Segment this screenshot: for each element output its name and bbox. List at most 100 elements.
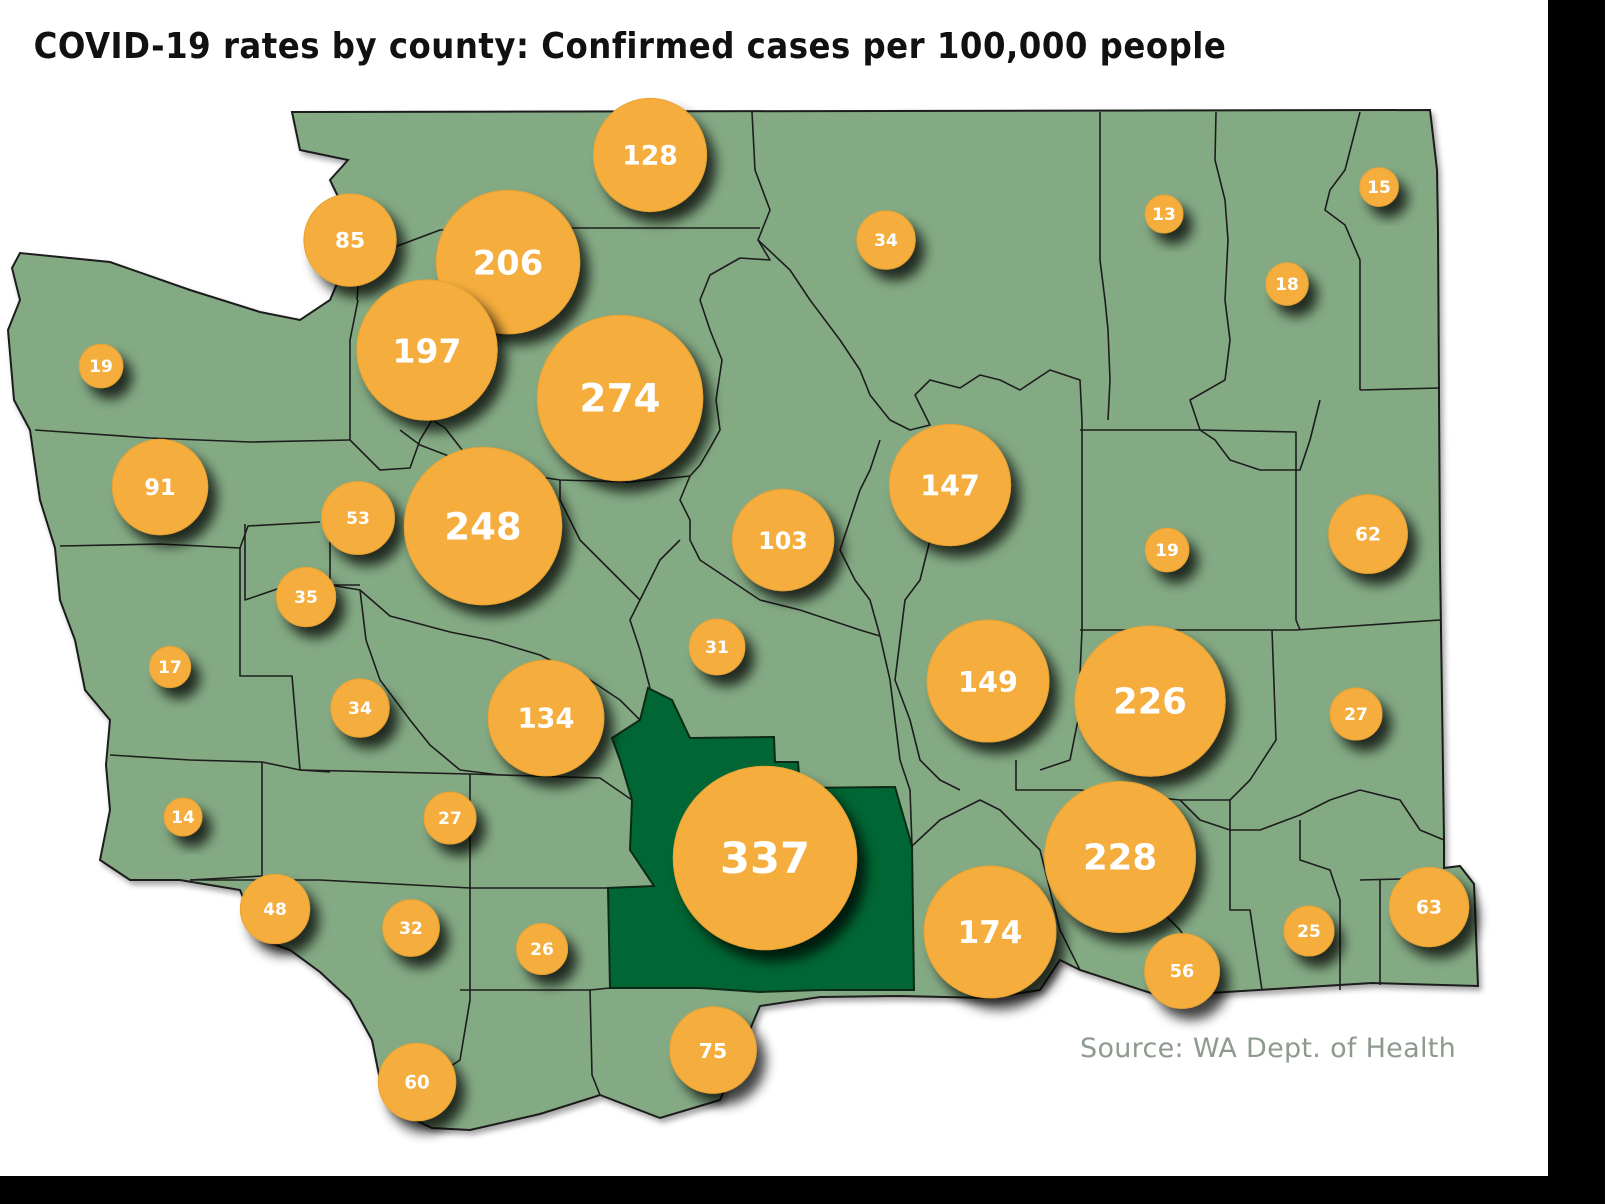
rate-bubble: 18 [1265, 262, 1309, 306]
rate-bubble: 14 [163, 797, 203, 837]
rate-bubble-label: 147 [920, 470, 980, 503]
rate-bubble-circle [330, 678, 390, 738]
rate-bubble-label: 34 [348, 699, 372, 719]
rate-bubble-circle [423, 791, 477, 845]
rate-bubble-label: 34 [874, 231, 898, 251]
rate-bubble-circle [888, 423, 1012, 547]
rate-bubble: 53 [321, 481, 395, 555]
rate-bubble: 26 [516, 923, 568, 975]
rate-bubble: 25 [1283, 905, 1335, 957]
rate-bubble-circle [403, 446, 563, 606]
rate-bubble-label: 337 [720, 834, 810, 884]
rate-bubble-label: 48 [263, 900, 287, 920]
rate-bubble-circle [536, 314, 704, 482]
rate-bubble-circle [856, 210, 916, 270]
rate-bubble-label: 103 [758, 527, 808, 555]
rate-bubble-circle [1044, 781, 1196, 933]
rate-bubbles: 128 85 206 197 274 19 91 53 248 35 17 34 134 14 27 48 32… [78, 97, 1470, 1122]
rate-bubble-circle [688, 618, 746, 676]
rate-bubble-circle [1144, 527, 1190, 573]
rate-bubble-circle [356, 279, 498, 421]
rate-bubble-label: 14 [171, 808, 195, 828]
rate-bubble: 228 [1044, 781, 1196, 933]
rate-bubble: 337 [672, 765, 858, 951]
rate-bubble: 103 [731, 488, 835, 592]
rate-bubble: 15 [1359, 167, 1399, 207]
rate-bubble: 19 [78, 343, 124, 389]
rate-bubble-label: 26 [530, 940, 554, 960]
rate-bubble-label: 32 [399, 919, 423, 939]
rate-bubble-label: 91 [144, 475, 175, 501]
rate-bubble-label: 75 [699, 1039, 727, 1063]
rate-bubble: 75 [669, 1006, 757, 1094]
rate-bubble-circle [487, 659, 605, 777]
rate-bubble-label: 174 [958, 915, 1023, 951]
rate-bubble-label: 62 [1355, 525, 1381, 546]
rate-bubble-circle [672, 765, 858, 951]
source-note: Source: WA Dept. of Health [1080, 1033, 1457, 1064]
rate-bubble: 56 [1144, 933, 1220, 1009]
rate-bubble-circle [111, 438, 209, 536]
rate-bubble-label: 19 [1155, 541, 1179, 561]
rate-bubble-label: 226 [1113, 682, 1187, 723]
rate-bubble-label: 27 [438, 809, 462, 829]
rate-bubble-label: 19 [89, 357, 113, 377]
rate-bubble: 63 [1388, 866, 1470, 948]
rate-bubble-circle [923, 865, 1057, 999]
rate-bubble-label: 18 [1275, 275, 1299, 295]
rate-bubble-label: 35 [294, 588, 318, 608]
rate-bubble: 274 [536, 314, 704, 482]
rate-bubble: 34 [856, 210, 916, 270]
rate-bubble-label: 27 [1344, 705, 1368, 725]
rate-bubble-circle [78, 343, 124, 389]
rate-bubble-circle [1144, 933, 1220, 1009]
rate-bubble-circle [1328, 494, 1408, 574]
rate-bubble: 27 [423, 791, 477, 845]
rate-bubble-circle [1265, 262, 1309, 306]
map-title: COVID-19 rates by county: Confirmed case… [33, 26, 1227, 67]
rate-bubble-circle [731, 488, 835, 592]
rate-bubble-label: 274 [579, 377, 660, 422]
rate-bubble-circle [321, 481, 395, 555]
rate-bubble-label: 248 [444, 506, 521, 549]
rate-bubble-circle [303, 193, 397, 287]
rate-bubble-circle [382, 899, 440, 957]
rate-bubble-label: 206 [473, 244, 543, 283]
rate-bubble-circle [1144, 194, 1184, 234]
rate-bubble: 134 [487, 659, 605, 777]
rate-bubble-circle [275, 566, 337, 628]
rate-bubble-circle [926, 619, 1050, 743]
rate-bubble-label: 31 [705, 638, 729, 658]
rate-bubble: 226 [1074, 625, 1226, 777]
rate-bubble-circle [163, 797, 203, 837]
rate-bubble-circle [1329, 687, 1383, 741]
rate-bubble: 35 [275, 566, 337, 628]
rate-bubble: 147 [888, 423, 1012, 547]
rate-bubble: 91 [111, 438, 209, 536]
rate-bubble: 60 [377, 1042, 457, 1122]
washington-county-map: 128 85 206 197 274 19 91 53 248 35 17 34 134 14 27 48 32… [6, 97, 1480, 1132]
rate-bubble: 31 [688, 618, 746, 676]
rate-bubble-label: 15 [1367, 178, 1391, 198]
rate-bubble: 34 [330, 678, 390, 738]
rate-bubble: 27 [1329, 687, 1383, 741]
rate-bubble-circle [1359, 167, 1399, 207]
rate-bubble: 48 [239, 873, 311, 945]
rate-bubble-label: 13 [1152, 205, 1176, 225]
rate-bubble-label: 134 [518, 704, 575, 735]
rate-bubble-label: 56 [1170, 962, 1194, 982]
rate-bubble-circle [1283, 905, 1335, 957]
rate-bubble-label: 25 [1297, 922, 1321, 942]
rate-bubble-label: 149 [958, 665, 1018, 699]
rate-bubble-label: 53 [346, 509, 370, 529]
map-canvas: COVID-19 rates by county: Confirmed case… [0, 0, 1548, 1176]
rate-bubble: 62 [1328, 494, 1408, 574]
rate-bubble-label: 228 [1083, 838, 1157, 879]
rate-bubble: 17 [148, 645, 192, 689]
rate-bubble: 85 [303, 193, 397, 287]
rate-bubble-circle [592, 97, 708, 213]
rate-bubble-circle [516, 923, 568, 975]
rate-bubble: 19 [1144, 527, 1190, 573]
rate-bubble-circle [239, 873, 311, 945]
rate-bubble-circle [377, 1042, 457, 1122]
